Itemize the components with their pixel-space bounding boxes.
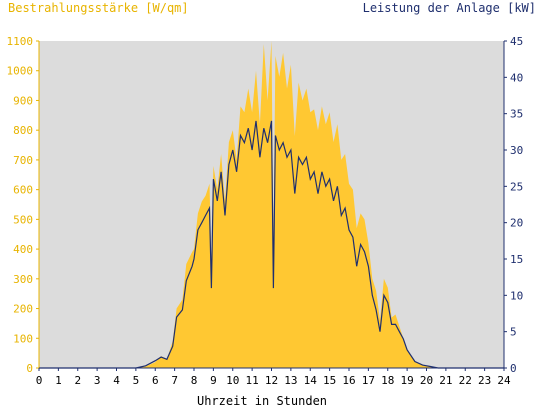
left-axis-title: Bestrahlungsstärke [W/qm] bbox=[8, 1, 189, 15]
left-tick-label: 1100 bbox=[7, 35, 34, 48]
left-tick-label: 700 bbox=[13, 154, 33, 167]
x-axis-title: Uhrzeit in Stunden bbox=[197, 394, 327, 408]
x-tick-label: 4 bbox=[113, 374, 120, 387]
right-tick-label: 35 bbox=[510, 108, 523, 121]
x-tick-label: 11 bbox=[246, 374, 259, 387]
x-tick-label: 24 bbox=[497, 374, 511, 387]
x-tick-label: 17 bbox=[362, 374, 375, 387]
left-tick-label: 1000 bbox=[7, 65, 34, 78]
left-tick-label: 300 bbox=[13, 273, 33, 286]
x-tick-label: 6 bbox=[152, 374, 159, 387]
right-tick-label: 0 bbox=[510, 362, 517, 375]
x-tick-label: 16 bbox=[342, 374, 355, 387]
left-tick-label: 200 bbox=[13, 303, 33, 316]
series-layer bbox=[39, 41, 504, 369]
right-tick-label: 15 bbox=[510, 253, 523, 266]
left-tick-label: 500 bbox=[13, 213, 33, 226]
axes-layer: 0100200300400500600700800900100011000510… bbox=[7, 35, 524, 387]
x-tick-label: 23 bbox=[478, 374, 491, 387]
x-tick-label: 3 bbox=[94, 374, 101, 387]
series-power-line bbox=[39, 120, 504, 369]
right-axis-title: Leistung der Anlage [kW] bbox=[363, 1, 536, 15]
x-tick-label: 1 bbox=[55, 374, 62, 387]
right-tick-label: 20 bbox=[510, 217, 523, 230]
left-tick-label: 900 bbox=[13, 94, 33, 107]
right-tick-label: 30 bbox=[510, 144, 523, 157]
right-tick-label: 45 bbox=[510, 35, 523, 48]
x-tick-label: 2 bbox=[74, 374, 81, 387]
x-tick-label: 20 bbox=[420, 374, 433, 387]
x-tick-label: 18 bbox=[381, 374, 394, 387]
x-tick-label: 21 bbox=[439, 374, 452, 387]
x-tick-label: 22 bbox=[459, 374, 472, 387]
x-tick-label: 0 bbox=[36, 374, 43, 387]
left-tick-label: 400 bbox=[13, 243, 33, 256]
x-tick-label: 12 bbox=[265, 374, 278, 387]
x-tick-label: 15 bbox=[323, 374, 336, 387]
left-tick-label: 100 bbox=[13, 332, 33, 345]
left-tick-label: 0 bbox=[26, 362, 33, 375]
left-tick-label: 600 bbox=[13, 184, 33, 197]
right-tick-label: 10 bbox=[510, 289, 523, 302]
series-irradiance-area bbox=[39, 41, 504, 368]
right-tick-label: 40 bbox=[510, 71, 523, 84]
right-tick-label: 25 bbox=[510, 180, 523, 193]
right-tick-label: 5 bbox=[510, 326, 517, 339]
x-tick-label: 9 bbox=[210, 374, 217, 387]
x-tick-label: 8 bbox=[191, 374, 198, 387]
x-tick-label: 7 bbox=[171, 374, 178, 387]
left-tick-label: 800 bbox=[13, 124, 33, 137]
x-tick-label: 14 bbox=[304, 374, 318, 387]
x-tick-label: 5 bbox=[133, 374, 140, 387]
x-tick-label: 10 bbox=[226, 374, 239, 387]
x-tick-label: 19 bbox=[401, 374, 414, 387]
x-tick-label: 13 bbox=[284, 374, 297, 387]
